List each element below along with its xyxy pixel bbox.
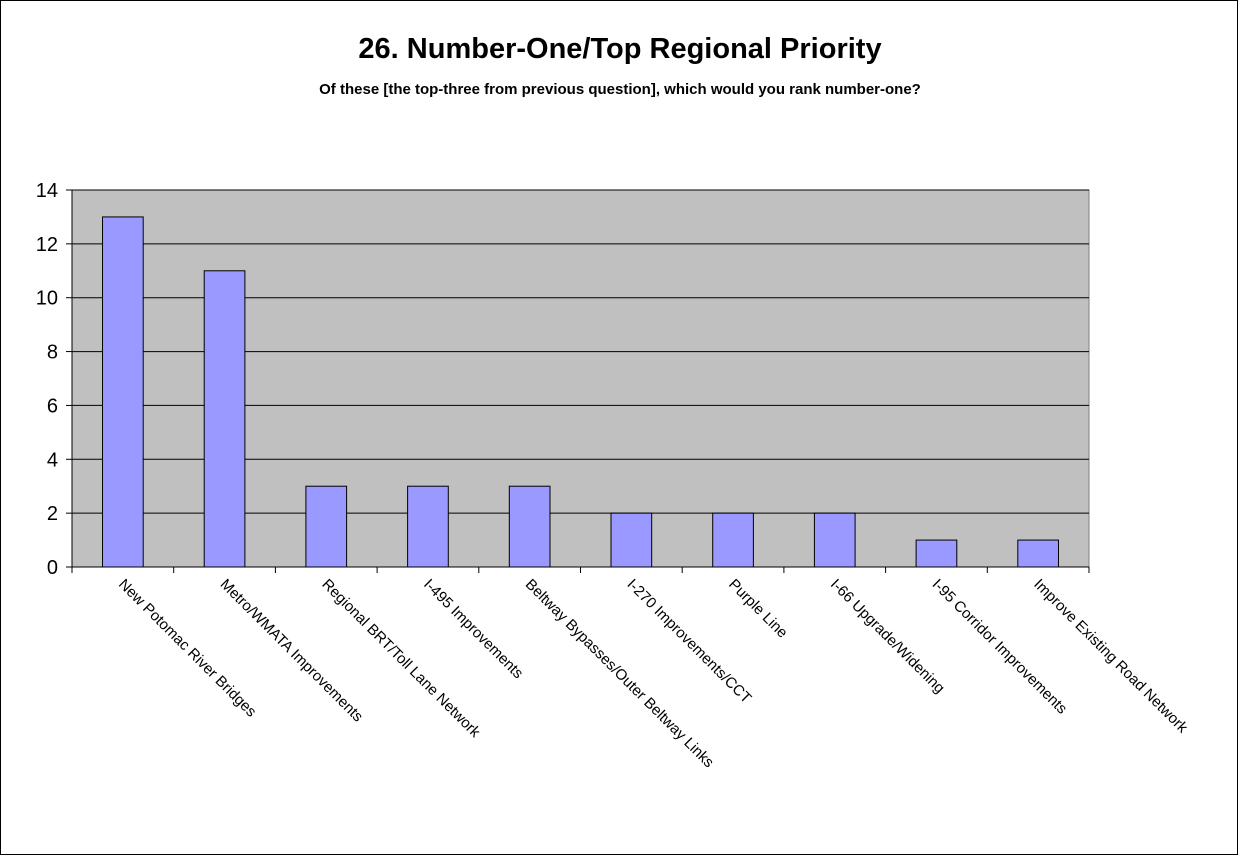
bar	[102, 216, 144, 568]
x-category-label: Beltway Bypasses/Outer Beltway Links	[522, 576, 717, 771]
chart-title: 26. Number-One/Top Regional Priority	[358, 33, 882, 65]
x-category-label: I-66 Upgrade/Widening	[827, 576, 948, 697]
y-tick-label: 6	[47, 395, 58, 417]
x-category-label: I-495 Improvements	[420, 576, 526, 682]
bar	[610, 512, 653, 568]
x-category-label: Regional BRT/Toll Lane Network	[318, 576, 483, 741]
bar	[407, 485, 449, 568]
y-tick-label: 8	[47, 342, 58, 364]
chart-subtitle: Of these [the top-three from previous qu…	[319, 81, 921, 98]
y-tick-label: 4	[47, 449, 58, 471]
bar	[508, 485, 551, 568]
y-tick-label: 12	[36, 234, 58, 256]
y-tick-label: 2	[47, 503, 58, 525]
bar	[813, 512, 856, 568]
y-tick-label: 14	[36, 180, 58, 202]
x-category-label: Purple Line	[725, 576, 791, 642]
bar	[915, 539, 958, 568]
y-tick-label: 0	[47, 557, 58, 579]
bar	[1017, 539, 1059, 568]
bar	[203, 270, 246, 568]
bar	[712, 512, 754, 568]
bar	[305, 485, 348, 568]
y-tick-label: 10	[36, 288, 58, 310]
